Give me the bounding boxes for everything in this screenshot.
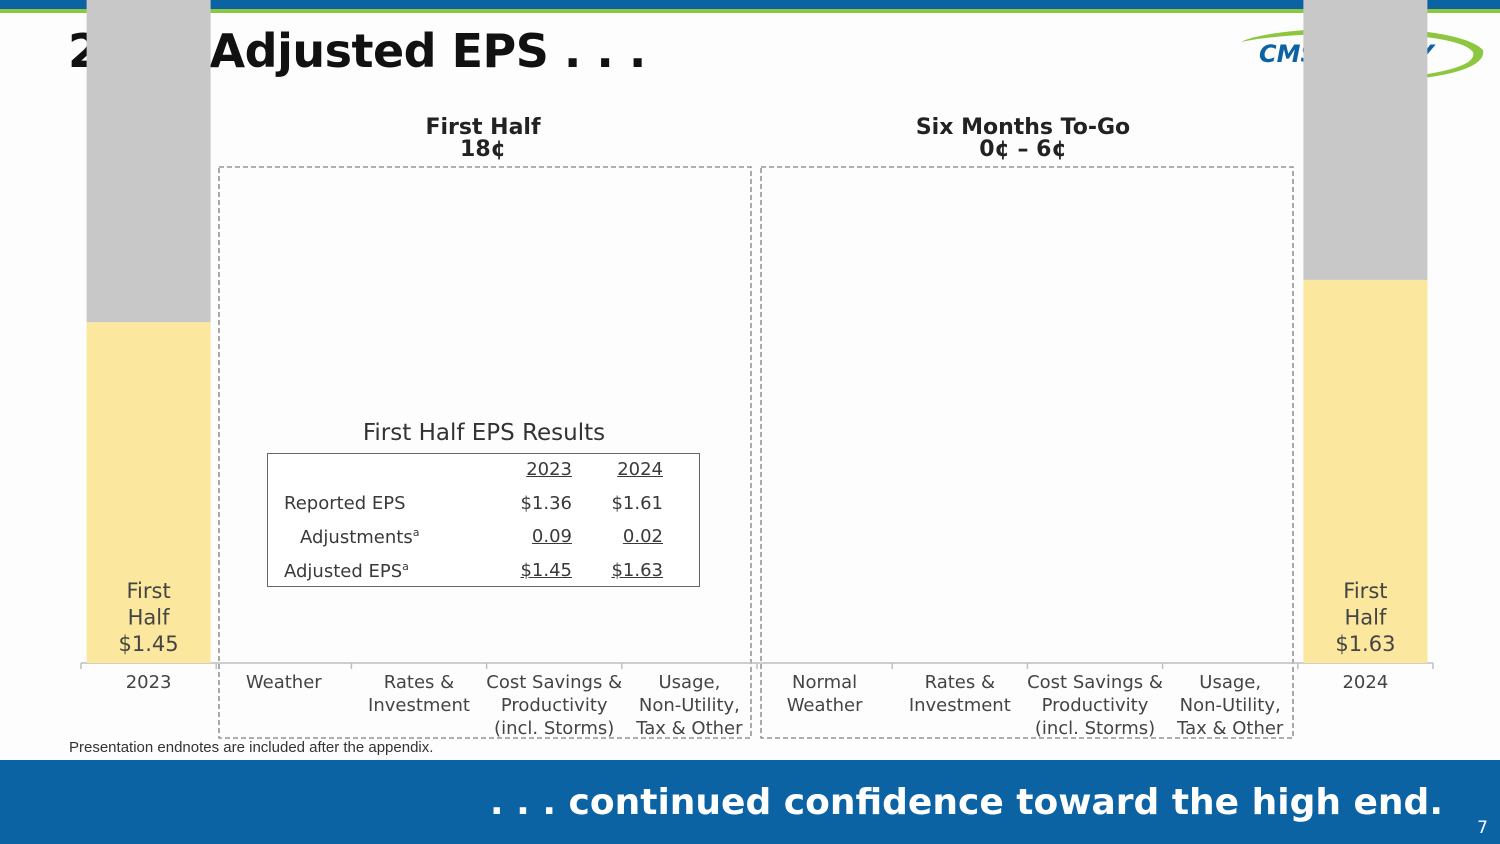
top-accent-line: [0, 9, 1500, 13]
category-label: Cost Savings &: [1027, 672, 1163, 693]
category-label: Tax & Other: [635, 718, 743, 739]
category-label: Non-Utility,: [639, 695, 740, 716]
eps-row-value-2024: 0.02: [622, 526, 663, 547]
category-label: Cost Savings &: [486, 672, 622, 693]
bar-2024-first-half: [1303, 279, 1428, 663]
eps-row-value-2024: $1.63: [611, 560, 663, 581]
top-accent-bar: [0, 0, 1500, 9]
first-half-label-2023: $1.45: [119, 632, 179, 656]
first-half-label-2024: Half: [1344, 606, 1386, 630]
category-label: Investment: [909, 695, 1011, 716]
eps-row-label: Adjusted EPSa: [284, 560, 409, 582]
eps-row-value-2024: $1.61: [611, 493, 663, 514]
category-label: Tax & Other: [1176, 718, 1284, 739]
bar-2024-full-year: [1303, 0, 1428, 280]
category-label: (incl. Storms): [494, 718, 614, 739]
category-label: Productivity: [501, 695, 608, 716]
six-months-group-box: [760, 166, 1294, 739]
category-label: Rates &: [925, 672, 995, 693]
category-label: 2023: [126, 672, 172, 693]
first-half-label-2024: First: [1343, 579, 1387, 603]
eps-row-label: Adjustmentsa: [300, 526, 420, 548]
page-number: 7: [1477, 818, 1488, 838]
category-label: Usage,: [658, 672, 720, 693]
footer-banner: . . . continued confidence toward the hi…: [0, 760, 1500, 844]
first-half-label-2024: $1.63: [1335, 632, 1395, 656]
category-label: Normal: [792, 672, 857, 693]
tagline: . . . continued confidence toward the hi…: [489, 782, 1443, 823]
bar-2023-first-half: [86, 322, 211, 663]
category-label: (incl. Storms): [1035, 718, 1155, 739]
bar-2023-full-year: [86, 0, 211, 323]
eps-row-value-2023: $1.36: [520, 493, 572, 514]
category-label: Investment: [368, 695, 470, 716]
category-label: Rates &: [384, 672, 454, 693]
eps-results-table: 2023 2024 Reported EPS $1.36 $1.61 Adjus…: [267, 453, 700, 587]
first-half-label-2023: Half: [128, 606, 170, 630]
category-label: 2024: [1342, 672, 1388, 693]
eps-results-title: First Half EPS Results: [362, 420, 606, 446]
eps-header-2023: 2023: [526, 459, 572, 480]
endnote: Presentation endnotes are included after…: [69, 739, 434, 756]
category-label: Usage,: [1199, 672, 1261, 693]
eps-header-2024: 2024: [617, 459, 663, 480]
category-label: Weather: [787, 695, 863, 716]
eps-row-value-2023: $1.45: [520, 560, 572, 581]
category-label: Non-Utility,: [1180, 695, 1281, 716]
eps-row-value-2023: 0.09: [531, 526, 572, 547]
category-label: Weather: [246, 672, 322, 693]
group-title: First Half: [425, 115, 540, 140]
category-label: Productivity: [1042, 695, 1149, 716]
group-subtitle: 18¢: [460, 137, 506, 162]
group-subtitle: 0¢ – 6¢: [979, 137, 1067, 162]
first-half-group-box: [218, 166, 752, 739]
group-title: Six Months To-Go: [916, 115, 1130, 140]
first-half-label-2023: First: [126, 579, 170, 603]
eps-row-label: Reported EPS: [284, 493, 406, 514]
